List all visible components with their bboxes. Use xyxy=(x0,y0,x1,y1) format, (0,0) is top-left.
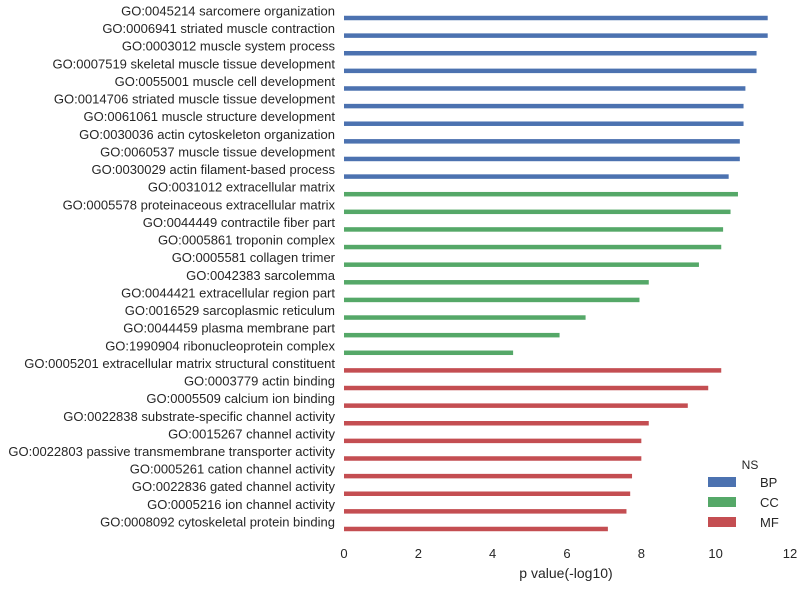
bar xyxy=(344,86,746,91)
bar xyxy=(344,244,722,250)
category-label: GO:0044421 extracellular region part xyxy=(121,285,335,300)
bar xyxy=(344,68,757,74)
bar xyxy=(344,473,633,479)
category-label: GO:0045214 sarcomere organization xyxy=(121,4,335,19)
bar xyxy=(344,15,768,21)
bar xyxy=(344,385,709,391)
category-label: GO:0007519 skeletal muscle tissue develo… xyxy=(52,56,335,71)
category-label: GO:0014706 striated muscle tissue develo… xyxy=(54,92,335,107)
legend-title: NS xyxy=(742,458,759,472)
bar xyxy=(344,209,731,215)
legend-swatch xyxy=(708,477,736,487)
category-label: GO:0022838 substrate-specific channel ac… xyxy=(63,409,335,424)
category-label: GO:0061061 muscle structure development xyxy=(84,109,336,124)
category-label: GO:0015267 channel activity xyxy=(168,426,335,441)
category-label: GO:0005578 proteinaceous extracellular m… xyxy=(63,197,336,212)
category-label: GO:0016529 sarcoplasmic reticulum xyxy=(125,303,335,318)
bar xyxy=(344,33,768,38)
bar xyxy=(344,280,649,285)
x-tick-label: 2 xyxy=(415,546,422,561)
bar xyxy=(344,509,627,514)
x-tick-label: 12 xyxy=(783,546,797,561)
bar xyxy=(344,456,642,461)
bar xyxy=(344,491,631,496)
category-label: GO:0030029 actin filament-based process xyxy=(91,162,335,177)
bar xyxy=(344,350,514,356)
bars-group xyxy=(344,15,768,532)
category-label: GO:0005216 ion channel activity xyxy=(147,497,335,512)
bar xyxy=(344,50,757,56)
bar xyxy=(344,332,560,338)
bar xyxy=(344,421,649,426)
x-tick-label: 10 xyxy=(708,546,722,561)
x-tick-label: 0 xyxy=(340,546,347,561)
category-label: GO:0022836 gated channel activity xyxy=(132,479,336,494)
category-label: GO:0031012 extracellular matrix xyxy=(148,180,336,195)
x-tick-label: 6 xyxy=(563,546,570,561)
bar xyxy=(344,139,740,144)
category-label: GO:0006941 striated muscle contraction xyxy=(102,21,335,36)
category-label: GO:0044459 plasma membrane part xyxy=(123,321,335,336)
category-label: GO:0005509 calcium ion binding xyxy=(146,391,335,406)
category-label: GO:0005201 extracellular matrix structur… xyxy=(24,356,335,371)
bar xyxy=(344,403,688,408)
legend-label: MF xyxy=(760,515,779,530)
x-tick-label: 8 xyxy=(638,546,645,561)
bar xyxy=(344,121,744,126)
bar xyxy=(344,297,640,303)
bar xyxy=(344,526,608,532)
bar xyxy=(344,191,738,197)
bar xyxy=(344,227,724,232)
bar xyxy=(344,315,586,320)
legend-label: CC xyxy=(760,495,779,510)
category-label: GO:1990904 ribonucleoprotein complex xyxy=(105,338,335,353)
bar xyxy=(344,103,744,109)
category-label: GO:0030036 actin cytoskeleton organizati… xyxy=(79,127,335,142)
category-label: GO:0055001 muscle cell development xyxy=(115,74,336,89)
bar xyxy=(344,368,722,373)
x-tick-label: 4 xyxy=(489,546,496,561)
category-label: GO:0005261 cation channel activity xyxy=(130,462,336,477)
category-label: GO:0003012 muscle system process xyxy=(122,39,336,54)
category-label: GO:0022803 passive transmembrane transpo… xyxy=(8,444,335,459)
x-axis-title: p value(-log10) xyxy=(519,565,612,581)
category-labels: GO:0045214 sarcomere organization GO:0006… xyxy=(8,4,335,530)
category-label: GO:0005581 collagen trimer xyxy=(172,250,336,265)
bar xyxy=(344,174,729,179)
category-label: GO:0005861 troponin complex xyxy=(158,233,336,248)
bar xyxy=(344,262,699,267)
bar xyxy=(344,438,642,444)
category-label: GO:0042383 sarcolemma xyxy=(186,268,336,283)
legend-label: BP xyxy=(760,475,777,490)
bar xyxy=(344,156,740,162)
legend-swatch xyxy=(708,497,736,507)
category-label: GO:0060537 muscle tissue development xyxy=(100,144,335,159)
category-label: GO:0003779 actin binding xyxy=(184,374,335,389)
category-label: GO:0044449 contractile fiber part xyxy=(143,215,336,230)
legend: NS BP CC MF xyxy=(708,458,779,530)
x-axis-ticks: 0 2 4 6 8 10 12 xyxy=(340,546,797,561)
legend-swatch xyxy=(708,517,736,527)
category-label: GO:0008092 cytoskeletal protein binding xyxy=(100,514,335,529)
